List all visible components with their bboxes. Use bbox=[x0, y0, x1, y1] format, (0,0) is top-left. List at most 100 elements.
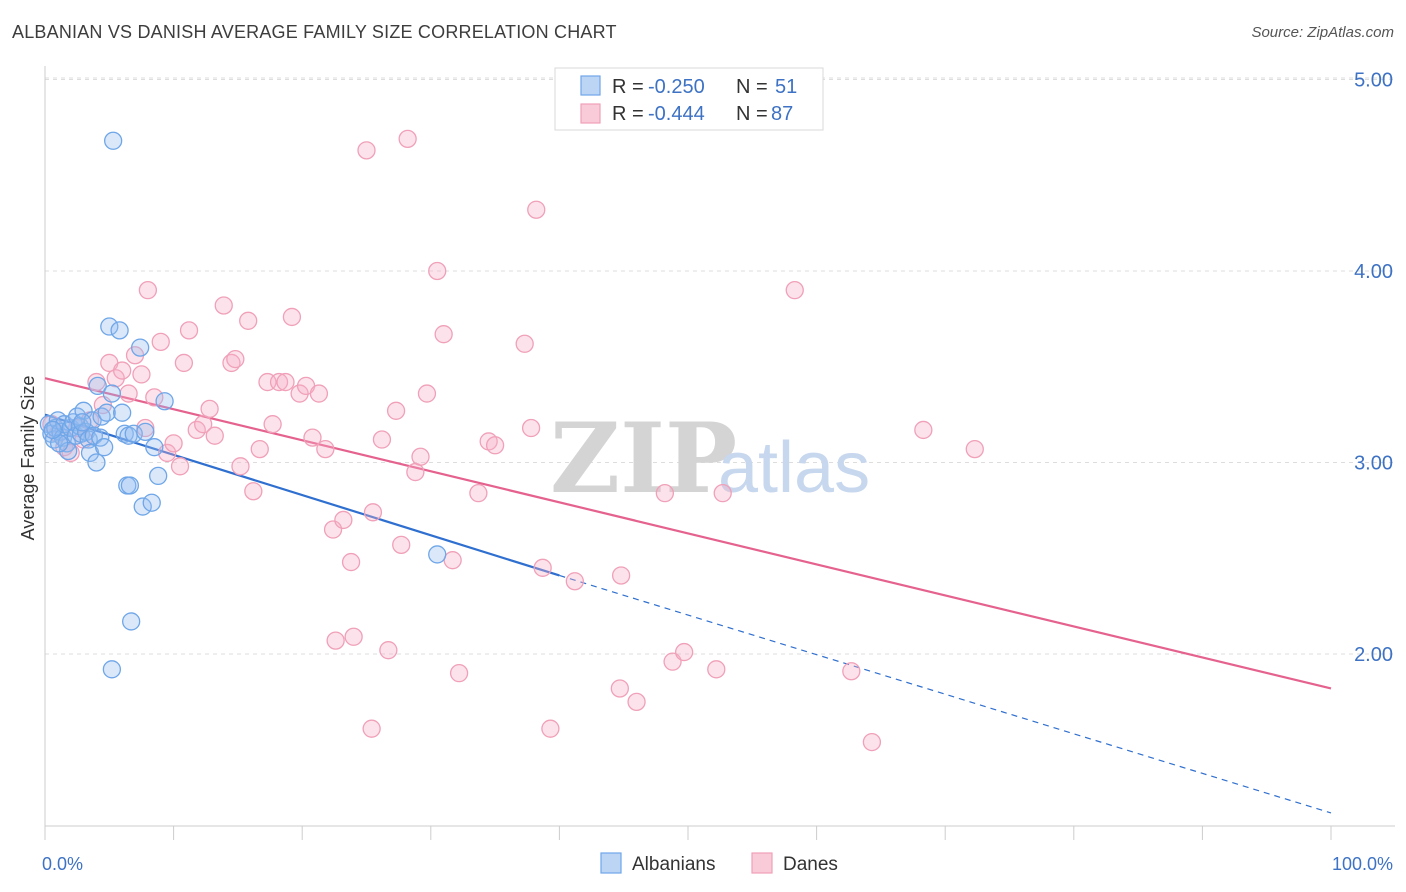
dane-point bbox=[521, 418, 541, 438]
dane-point bbox=[533, 558, 552, 577]
bottom-legend-albanians-label: Albanians bbox=[632, 854, 715, 875]
dane-point bbox=[541, 719, 560, 738]
watermark-atlas: atlas bbox=[718, 428, 870, 508]
albanian-point bbox=[102, 384, 122, 403]
dane-point bbox=[485, 436, 505, 455]
albanian-point bbox=[133, 497, 152, 516]
albanian-point bbox=[428, 545, 447, 564]
bottom-legend-danes-label: Danes bbox=[783, 854, 838, 875]
legend-danes-r-label: R = bbox=[612, 103, 644, 125]
points-layer bbox=[39, 129, 984, 752]
axis-layer: 2.00 3.00 4.00 5.00 0.0% 100.0% bbox=[42, 66, 1395, 874]
albanian-point bbox=[155, 392, 174, 411]
dane-point bbox=[449, 664, 469, 683]
grid-layer bbox=[45, 77, 1395, 655]
dane-point bbox=[386, 401, 406, 420]
albanian-point bbox=[97, 403, 116, 422]
dane-point bbox=[565, 572, 584, 591]
albanian-point bbox=[124, 424, 143, 443]
albanian-point bbox=[122, 612, 141, 631]
dane-point bbox=[132, 365, 151, 384]
dane-point bbox=[326, 631, 345, 650]
dane-point bbox=[411, 447, 430, 466]
dane-point bbox=[434, 325, 453, 344]
dane-point bbox=[627, 692, 646, 712]
y-axis-label: Average Family Size bbox=[18, 376, 38, 541]
y-tick-label: 3.00 bbox=[1354, 453, 1393, 475]
dane-point bbox=[151, 332, 170, 352]
albanian-point bbox=[73, 413, 92, 432]
dane-point bbox=[713, 483, 732, 503]
albanian-point bbox=[102, 660, 122, 679]
legend-albanians-n-label: N = bbox=[736, 76, 768, 98]
dane-point bbox=[239, 311, 258, 330]
dane-point bbox=[231, 457, 250, 476]
bottom-legend-albanians-swatch bbox=[600, 852, 622, 874]
dane-point bbox=[357, 141, 376, 160]
chart-title: ALBANIAN VS DANISH AVERAGE FAMILY SIZE C… bbox=[12, 22, 617, 42]
dane-point bbox=[611, 566, 631, 585]
dane-point bbox=[610, 679, 629, 698]
dane-point bbox=[527, 200, 546, 219]
dane-point bbox=[406, 462, 425, 482]
dane-point bbox=[417, 384, 437, 403]
albanian-point bbox=[43, 420, 62, 440]
albanian-point bbox=[84, 426, 104, 445]
dane-point bbox=[179, 321, 199, 340]
dane-point bbox=[316, 439, 335, 459]
legend-albanians-r-value: -0.250 bbox=[648, 76, 705, 98]
dane-point bbox=[263, 415, 282, 434]
dane-point bbox=[250, 439, 269, 459]
dane-point bbox=[674, 642, 694, 662]
dane-point bbox=[392, 535, 411, 554]
legend-danes-swatch bbox=[580, 103, 601, 124]
dane-point bbox=[276, 372, 295, 392]
y-tick-label: 2.00 bbox=[1354, 644, 1393, 666]
danes-trend-line bbox=[44, 377, 1332, 690]
dane-point bbox=[226, 349, 245, 369]
dane-point bbox=[309, 384, 329, 403]
legend-danes-n-label: N = bbox=[736, 103, 768, 125]
dane-point bbox=[174, 353, 194, 373]
x-tick-label-min: 0.0% bbox=[42, 854, 83, 874]
dane-point bbox=[205, 426, 224, 445]
albanian-point bbox=[104, 131, 123, 150]
albanian-point bbox=[88, 376, 107, 396]
dane-point bbox=[194, 415, 213, 434]
dane-point bbox=[842, 662, 861, 681]
dane-point bbox=[363, 503, 383, 522]
dane-point bbox=[398, 129, 417, 149]
dane-point bbox=[164, 434, 183, 453]
dane-point bbox=[113, 361, 132, 380]
dane-point bbox=[344, 627, 363, 646]
dane-point bbox=[119, 384, 138, 403]
legend-danes-r-value: -0.444 bbox=[648, 103, 705, 125]
albanian-point bbox=[113, 403, 132, 422]
dane-point bbox=[269, 372, 289, 392]
dane-point bbox=[707, 660, 726, 679]
dane-point bbox=[200, 399, 219, 419]
legend-albanians-r-label: R = bbox=[612, 76, 644, 98]
albanian-point bbox=[131, 338, 150, 357]
legend-albanians-n-value: 51 bbox=[775, 76, 797, 98]
albanian-point bbox=[87, 453, 106, 472]
dane-point bbox=[914, 420, 933, 440]
albanian-point bbox=[149, 466, 168, 486]
albanian-point bbox=[120, 476, 140, 495]
albanian-point bbox=[136, 422, 155, 442]
albanian-point bbox=[100, 317, 119, 336]
x-tick-label-max: 100.0% bbox=[1332, 854, 1393, 874]
dane-point bbox=[145, 388, 164, 407]
dane-point bbox=[362, 719, 381, 738]
dane-point bbox=[282, 307, 302, 327]
dane-point bbox=[469, 483, 488, 503]
y-tick-label: 4.00 bbox=[1354, 261, 1393, 283]
watermark: ZIP atlas bbox=[550, 402, 870, 515]
albanian-point bbox=[91, 428, 110, 447]
dane-point bbox=[244, 482, 263, 501]
dane-point bbox=[303, 428, 322, 447]
watermark-zip: ZIP bbox=[550, 402, 737, 515]
albanians-trend-extension bbox=[559, 574, 1332, 814]
dane-point bbox=[515, 334, 534, 353]
